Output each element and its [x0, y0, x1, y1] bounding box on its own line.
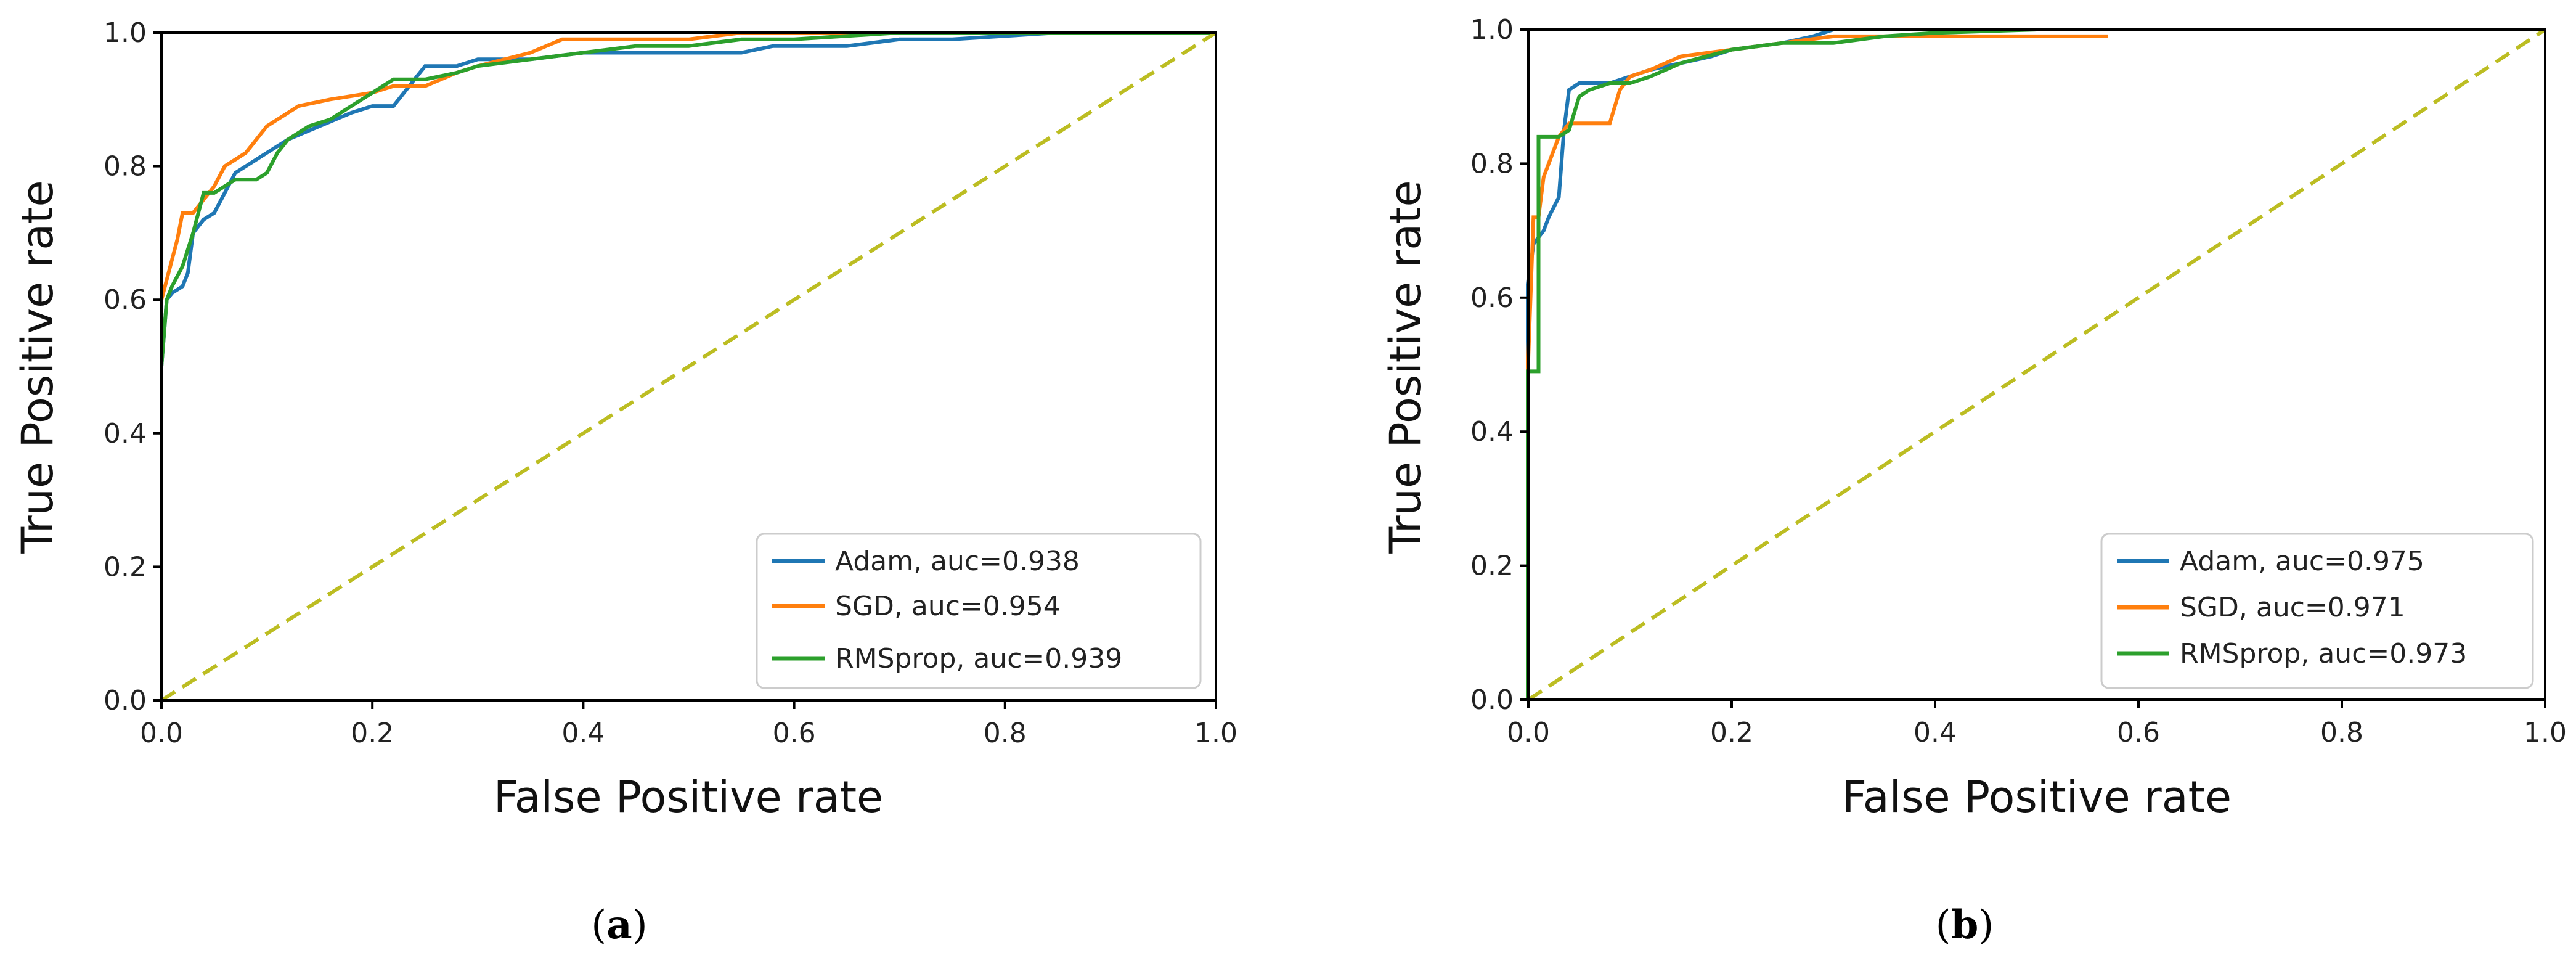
- panel-b-x-tick-label: 0.0: [1507, 717, 1550, 748]
- panel-a-caption: (a): [591, 902, 647, 948]
- panel-a-legend-label-adam: Adam, auc=0.938: [835, 546, 1080, 577]
- panel-b-legend-label-rmsprop: RMSprop, auc=0.973: [2180, 638, 2467, 669]
- panel-a-x-tick-label: 0.4: [561, 718, 605, 749]
- panel-b-caption: (b): [1936, 902, 1994, 948]
- panel-b-legend: Adam, auc=0.975 SGD, auc=0.971 RMSprop, …: [2100, 533, 2534, 689]
- panel-a-y-tick-label: 0.0: [104, 685, 147, 716]
- panel-a-x-tick-label: 0.8: [984, 718, 1027, 749]
- panel-b-x-tick-label: 0.4: [1914, 717, 1957, 748]
- panel-b-legend-label-sgd: SGD, auc=0.971: [2180, 592, 2405, 623]
- panel-b-x-tick-label: 0.2: [1710, 717, 1753, 748]
- panel-a-caption-letter: a: [606, 902, 632, 948]
- panel-b-y-tick-label: 0.8: [1470, 148, 1514, 179]
- panel-b-y-tick-label: 1.0: [1470, 14, 1514, 46]
- panel-a-y-tick-label: 0.2: [104, 551, 147, 583]
- panel-b-x-tick-label: 1.0: [2524, 717, 2567, 748]
- panel-a-x-tick-label: 0.2: [351, 718, 394, 749]
- panel-a-y-axis-label: True Positive rate: [12, 180, 63, 554]
- panel-a-y-tick-label: 0.8: [104, 151, 147, 182]
- panel-a-y-tick-label: 1.0: [104, 17, 147, 49]
- panel-a-series-group: [160, 31, 1217, 702]
- panel-a-legend: Adam, auc=0.938 SGD, auc=0.954 RMSprop, …: [756, 533, 1202, 689]
- panel-a-x-tick-label: 0.0: [140, 718, 183, 749]
- panel-b-y-tick-label: 0.2: [1470, 551, 1514, 582]
- panel-b-legend-box: [2100, 533, 2534, 689]
- panel-a-legend-label-rmsprop: RMSprop, auc=0.939: [835, 643, 1122, 674]
- panel-a-x-tick-label: 1.0: [1194, 718, 1237, 749]
- panel-a-series-line-rmsprop: [160, 31, 1216, 700]
- panel-a-y-tick-label: 0.6: [104, 284, 147, 316]
- panel-b-x-tick-label: 0.6: [2117, 717, 2160, 748]
- panel-b-caption-close: ): [1978, 903, 1994, 948]
- panel-a-y-ticks: 0.0 0.2 0.4 0.6 0.8 1.0: [104, 17, 161, 716]
- panel-a-x-tick-label: 0.6: [773, 718, 816, 749]
- panel-a-x-ticks: 0.0 0.2 0.4 0.6 0.8 1.0: [140, 700, 1237, 749]
- panel-a-y-tick-label: 0.4: [104, 418, 147, 449]
- panel-a-x-axis-label: False Positive rate: [494, 772, 883, 822]
- panel-b-y-tick-label: 0.6: [1470, 282, 1514, 314]
- panel-a-series-line-sgd: [160, 31, 1216, 700]
- panel-a-legend-box: [756, 533, 1202, 689]
- panel-a-chart: 0.0 0.2 0.4 0.6 0.8 1.0 0.0 0.2 0.4 0.6 0.8 1.0 Fa…: [12, 17, 1237, 948]
- panel-b-x-tick-label: 0.8: [2320, 717, 2363, 748]
- panel-a-series-line-chance: [160, 31, 1217, 702]
- panel-a-legend-label-sgd: SGD, auc=0.954: [835, 591, 1061, 622]
- panel-a-caption-close: ): [632, 903, 648, 948]
- panel-b-chart: 0.0 0.2 0.4 0.6 0.8 1.0 0.0 0.2 0.4 0.6 0.8 1.0 Fa…: [1380, 14, 2567, 948]
- panel-b-x-axis-label: False Positive rate: [1842, 772, 2232, 822]
- panel-b-y-tick-label: 0.4: [1470, 416, 1514, 448]
- panel-a-caption-open: (: [591, 903, 606, 948]
- panel-b-y-axis-label: True Positive rate: [1380, 180, 1431, 554]
- panel-b-legend-label-adam: Adam, auc=0.975: [2180, 546, 2424, 577]
- panel-b-caption-open: (: [1936, 903, 1951, 948]
- panel-b-y-ticks: 0.0 0.2 0.4 0.6 0.8 1.0: [1470, 14, 1528, 716]
- panel-b-caption-letter: b: [1951, 902, 1979, 948]
- panel-b-y-tick-label: 0.0: [1470, 684, 1514, 716]
- panel-b-axes-frame: [1527, 28, 2546, 701]
- panel-b-series-group: [1526, 28, 2546, 702]
- panel-b-series-line-chance: [1527, 28, 2546, 702]
- panel-b-x-ticks: 0.0 0.2 0.4 0.6 0.8 1.0: [1507, 700, 2567, 748]
- panel-b-series-line-rmsprop: [1526, 28, 2545, 700]
- panel-a-axes-frame: [160, 31, 1217, 702]
